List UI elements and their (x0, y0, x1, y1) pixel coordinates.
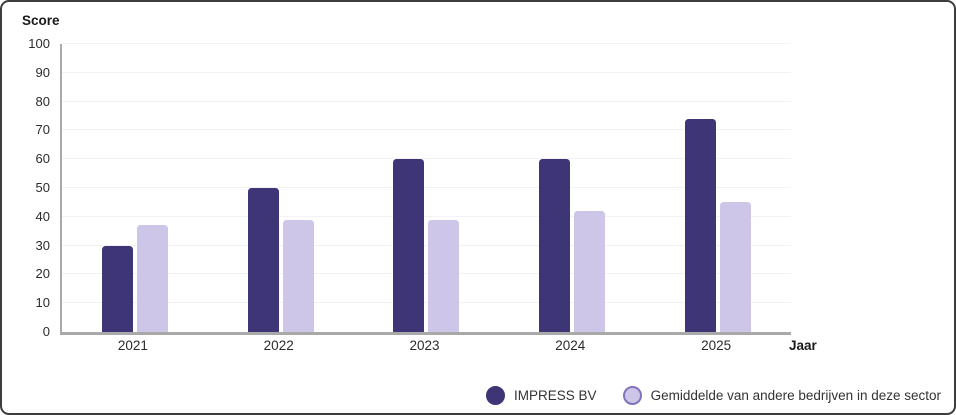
bar-series0-2025 (685, 118, 717, 332)
x-axis-title: Jaar (789, 338, 817, 353)
bar-group-2023 (354, 44, 500, 332)
gridline (62, 43, 791, 44)
x-tick-label: 2022 (263, 338, 294, 353)
y-tick-label: 60 (35, 151, 50, 167)
gridline (62, 71, 791, 73)
x-tick-label: 2023 (409, 338, 440, 353)
y-tick-label: 10 (35, 295, 50, 311)
legend-item-impress-bv: IMPRESS BV (486, 386, 597, 405)
y-tick-label: 80 (35, 93, 50, 109)
y-tick-label: 100 (28, 36, 50, 51)
legend-marker-circle-icon (622, 386, 642, 405)
x-axis-tick-labels: 2021 2022 2023 2024 2025 (60, 338, 789, 353)
y-tick-label: 20 (35, 266, 50, 282)
x-tick-label: 2024 (555, 338, 586, 353)
legend-label: Gemiddelde van andere bedrijven in deze … (650, 388, 941, 403)
legend: IMPRESS BV Gemiddelde van andere bedrijv… (486, 386, 941, 405)
y-tick-label: 0 (42, 324, 50, 339)
gridline (62, 158, 791, 160)
bar-series1-2024 (574, 211, 606, 332)
y-tick-label: 40 (35, 208, 50, 224)
y-tick-label: 90 (35, 64, 50, 80)
gridline (62, 187, 791, 188)
y-tick-label: 30 (35, 237, 50, 253)
x-tick-label: 2025 (701, 338, 732, 353)
gridline (62, 273, 791, 275)
legend-marker-circle-icon (486, 386, 506, 405)
bar-group-2024 (499, 44, 645, 332)
y-tick-label: 50 (35, 180, 50, 195)
plot-area (60, 43, 791, 335)
y-tick-label: 70 (35, 122, 50, 138)
bar-series0-2022 (247, 188, 279, 332)
bar-series1-2025 (720, 202, 752, 332)
legend-item-sector-average: Gemiddelde van andere bedrijven in deze … (622, 386, 941, 405)
gridline (62, 302, 791, 304)
gridline (62, 244, 791, 246)
bar-series1-2023 (428, 219, 460, 332)
gridline (62, 215, 791, 217)
bar-group-2021 (62, 44, 208, 332)
y-axis-title: Score (22, 13, 60, 28)
bar-series0-2023 (393, 159, 425, 332)
gridline (62, 100, 791, 102)
bar-group-2022 (208, 44, 354, 332)
bar-series1-2021 (136, 225, 168, 332)
gridline (62, 129, 791, 131)
bar-group-2025 (645, 44, 791, 332)
bar-series1-2022 (282, 219, 314, 332)
legend-label: IMPRESS BV (514, 388, 597, 403)
bar-series0-2024 (539, 159, 571, 332)
bar-series0-2021 (101, 245, 133, 332)
x-tick-label: 2021 (117, 338, 148, 353)
bar-series-container (62, 44, 791, 332)
